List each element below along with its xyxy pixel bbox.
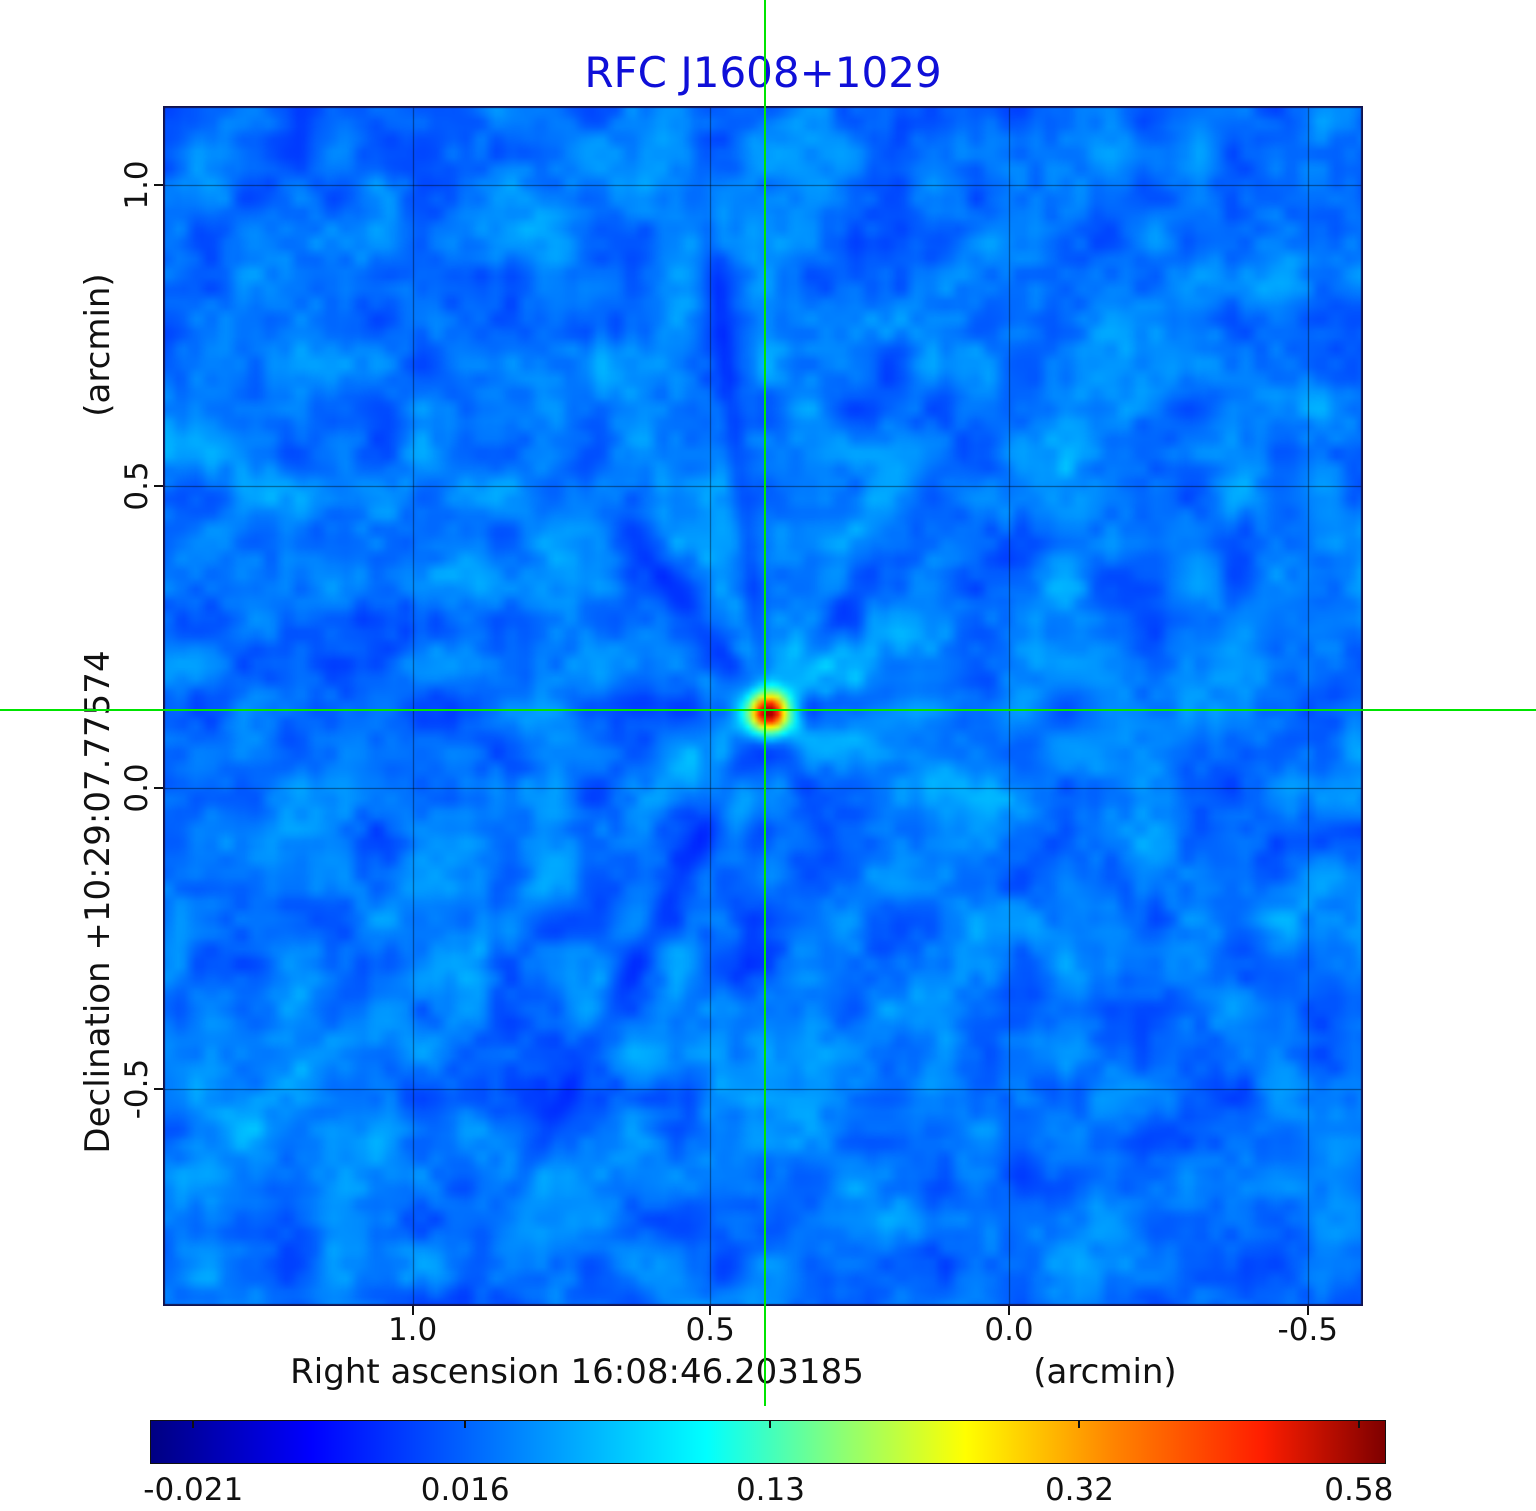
- colorbar-tick-label: 0.13: [735, 1472, 805, 1508]
- x-tick-label: -0.5: [1277, 1312, 1339, 1348]
- y-axis-label: Declination +10:29:07.77574: [78, 650, 118, 1154]
- y-tick-mark: [154, 1087, 163, 1090]
- colorbar-gradient: [150, 1420, 1386, 1464]
- y-tick-mark: [154, 184, 163, 187]
- colorbar-tick-label: -0.021: [143, 1472, 244, 1508]
- y-tick-mark: [154, 786, 163, 789]
- colorbar-tick-mark: [769, 1420, 772, 1428]
- x-tick-mark: [1008, 1306, 1010, 1315]
- y-tick-mark: [154, 485, 163, 488]
- x-tick-mark: [1306, 1306, 1309, 1315]
- crosshair-horizontal-line: [0, 708, 1536, 711]
- x-axis-unit-label: (arcmin): [1033, 1352, 1177, 1392]
- colorbar-tick-mark: [1078, 1420, 1081, 1428]
- colorbar-tick-label: 0.016: [420, 1472, 510, 1508]
- x-tick-mark: [709, 1306, 712, 1315]
- colorbar-tick-mark: [192, 1420, 195, 1428]
- colorbar-tick-label: 0.58: [1324, 1472, 1394, 1508]
- y-tick-label: 0.0: [119, 762, 155, 813]
- colorbar-tick-label: 0.32: [1044, 1472, 1114, 1508]
- x-tick-label: 0.0: [984, 1312, 1034, 1348]
- y-tick-label: -0.5: [119, 1058, 155, 1120]
- x-tick-label: 1.0: [387, 1312, 438, 1348]
- colorbar-tick-mark: [1357, 1420, 1360, 1428]
- y-axis-unit-label: (arcmin): [78, 273, 118, 417]
- x-axis-label: Right ascension 16:08:46.203185: [290, 1352, 864, 1392]
- colorbar-tick-mark: [464, 1420, 467, 1428]
- y-tick-label: 0.5: [119, 461, 155, 512]
- page-title: RFC J1608+1029: [584, 48, 942, 97]
- crosshair-vertical-line: [764, 0, 767, 1406]
- sky-image-plot: [163, 106, 1363, 1306]
- x-tick-mark: [411, 1306, 414, 1315]
- intensity-map-canvas: [163, 106, 1363, 1306]
- y-tick-label: 1.0: [119, 160, 155, 210]
- x-tick-label: 0.5: [685, 1312, 735, 1348]
